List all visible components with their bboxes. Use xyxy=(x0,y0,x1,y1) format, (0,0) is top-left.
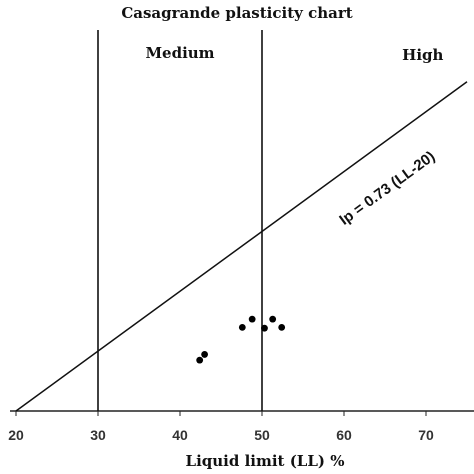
data-point-6 xyxy=(269,315,277,323)
a-line xyxy=(15,81,468,412)
x-tick-label: 40 xyxy=(172,427,188,443)
data-point-3 xyxy=(238,323,246,331)
x-tick-label: 30 xyxy=(90,427,106,443)
data-point-4 xyxy=(248,315,256,323)
x-tick-label: 60 xyxy=(336,427,352,443)
chart-title: Casagrande plasticity chart xyxy=(121,4,352,22)
region-label-medium: Medium xyxy=(145,44,214,62)
x-tick-label: 70 xyxy=(418,427,434,443)
data-point-2 xyxy=(201,351,209,358)
plot-area: 20 30 40 50 60 70 Medium High Ip = 0.73 (LL-20) xyxy=(8,30,474,443)
x-axis-label: Liquid limit (LL) % xyxy=(186,452,345,470)
x-tick-label: 50 xyxy=(254,427,270,443)
data-point-5 xyxy=(261,324,268,332)
a-line-label: Ip = 0.73 (LL-20) xyxy=(336,148,438,229)
region-label-high: High xyxy=(402,46,443,64)
x-tick-label: 20 xyxy=(8,427,24,443)
data-point-7 xyxy=(278,323,286,331)
data-point-1 xyxy=(196,356,204,364)
